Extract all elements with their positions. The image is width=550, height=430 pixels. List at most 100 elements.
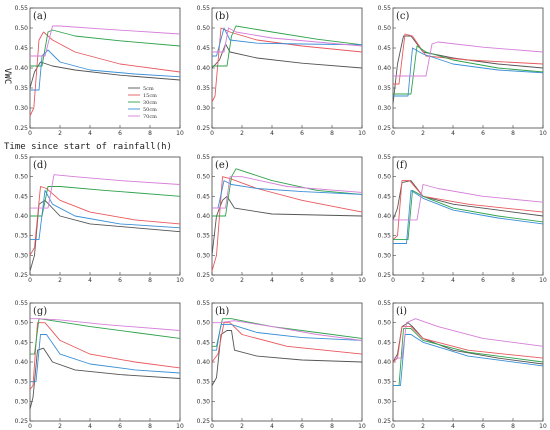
x-tick-label: 0 [210,423,214,430]
y-tick-label: 0.30 [15,252,29,259]
y-tick-label: 0.40 [197,65,211,72]
series-line-30cm [30,29,181,67]
x-tick-label: 4 [88,277,92,284]
y-tick-label: 0.50 [15,320,29,327]
series-line-5cm [29,61,181,89]
plot-frame [392,302,544,422]
y-tick-label: 0.55 [15,300,29,307]
x-tick-label: 10 [176,277,184,284]
x-tick-label: 2 [421,423,425,430]
x-tick-label: 6 [118,277,122,284]
y-tick-label: 0.30 [378,398,392,405]
x-tick-label: 6 [481,423,485,430]
y-tick-label: 0.35 [15,233,29,240]
y-tick-label: 0.50 [15,25,29,32]
x-tick-label: 4 [451,423,455,430]
panel-a: 0.25 0.30 0.35 0.40 0.45 0.50 0.55 0 2 4 6 8 10 (a) 5c… [15,5,184,137]
panel-label: (i) [396,306,407,317]
x-tick-label: 4 [270,277,274,284]
y-tick-label: 0.50 [15,174,29,181]
series-line-50cm [393,334,544,387]
y-tick-label: 0.50 [378,320,392,327]
x-tick-label: 4 [451,277,455,284]
y-tick-label: 0.55 [378,5,392,12]
y-tick-label: 0.45 [197,193,211,200]
series-line-5cm [211,43,363,69]
panel-label: (b) [215,11,229,22]
y-tick-label: 0.50 [197,320,211,327]
y-tick-label: 0.35 [378,85,392,92]
y-tick-label: 0.30 [197,105,211,112]
y-tick-label: 0.45 [378,45,392,52]
y-tick-label: 0.35 [197,379,211,386]
x-tick-label: 8 [330,277,334,284]
y-tick-label: 0.55 [197,5,211,12]
x-tick-label: 2 [58,130,62,137]
y-tick-label: 0.45 [197,45,211,52]
x-tick-label: 0 [391,277,395,284]
x-tick-label: 6 [481,130,485,137]
plot-frame [29,156,181,276]
series-line-70cm [30,25,181,57]
y-tick-label: 0.55 [197,154,211,161]
panel-label: (d) [33,160,47,171]
x-tick-label: 4 [270,423,274,430]
y-tick-label: 0.25 [378,272,392,279]
y-tick-label: 0.40 [15,359,29,366]
y-tick-label: 0.40 [15,65,29,72]
panel-d: 0.25 0.30 0.35 0.40 0.45 0.50 0.55 0 2 4 6 8 10 (d) [15,154,184,284]
x-tick-label: 6 [300,130,304,137]
series-line-50cm [30,189,181,241]
panel-h: 0.25 0.30 0.35 0.40 0.45 0.50 0.55 0 2 4 6 8 10 (h) [197,300,366,430]
series-line-30cm [30,318,181,355]
series-line-50cm [30,334,181,383]
x-tick-label: 6 [300,277,304,284]
x-tick-label: 10 [176,423,184,430]
series-line-5cm [392,35,544,105]
y-tick-label: 0.35 [378,233,392,240]
series-line-30cm [212,25,363,67]
x-tick-label: 10 [358,277,366,284]
x-tick-label: 8 [148,423,152,430]
x-tick-label: 2 [421,130,425,137]
series-line-5cm [392,180,544,221]
series-line-15cm [211,27,363,103]
y-tick-label: 0.45 [15,193,29,200]
x-tick-label: 2 [240,130,244,137]
x-tick-label: 0 [28,277,32,284]
x-tick-label: 0 [391,423,395,430]
panel-label: (h) [215,306,229,317]
y-tick-label: 0.30 [15,105,29,112]
x-tick-label: 8 [511,277,515,284]
y-tick-label: 0.40 [378,213,392,220]
y-tick-label: 0.25 [197,418,211,425]
y-tick-label: 0.45 [15,339,29,346]
series-line-15cm [29,322,181,390]
panel-c: 0.25 0.30 0.35 0.40 0.45 0.50 0.55 0 2 4 6 8 10 (c) [378,5,547,137]
x-tick-label: 0 [210,130,214,137]
x-tick-label: 6 [118,423,122,430]
x-tick-label: 2 [240,277,244,284]
y-tick-label: 0.30 [15,398,29,405]
x-tick-label: 8 [148,130,152,137]
legend-entry: 70cm [143,114,157,120]
y-tick-label: 0.40 [378,359,392,366]
series-line-30cm [393,189,544,241]
panel-label: (f) [396,160,408,171]
y-tick-label: 0.35 [378,379,392,386]
series-line-30cm [393,45,544,95]
y-tick-label: 0.35 [197,233,211,240]
y-tick-label: 0.30 [378,105,392,112]
x-tick-label: 6 [300,423,304,430]
series-line-50cm [212,324,363,351]
series-line-30cm [212,168,363,217]
y-tick-label: 0.50 [197,25,211,32]
plot-frame [392,7,544,129]
y-tick-label: 0.25 [378,125,392,132]
y-tick-label: 0.25 [197,125,211,132]
series-line-70cm [30,174,181,209]
x-tick-label: 4 [270,130,274,137]
y-tick-label: 0.25 [15,418,29,425]
series-line-70cm [30,318,181,331]
